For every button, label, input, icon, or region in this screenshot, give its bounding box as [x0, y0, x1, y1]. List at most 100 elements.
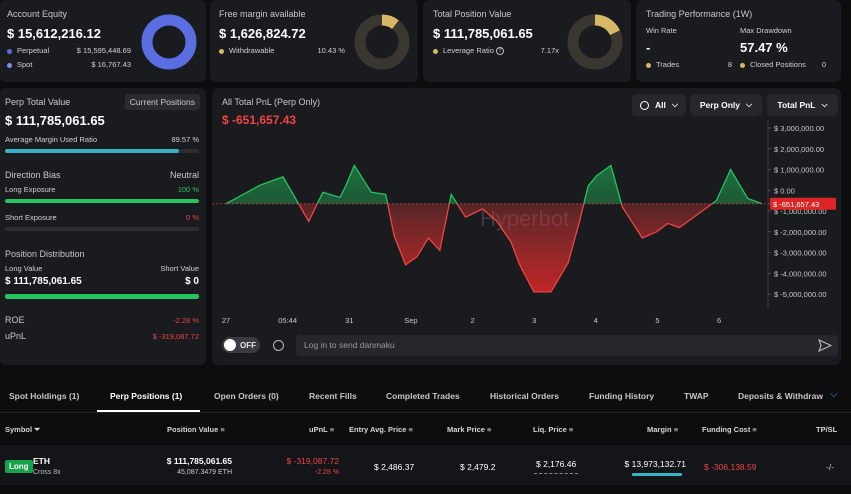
upnl-label: uPnL: [5, 331, 27, 341]
tab-historical-orders[interactable]: Historical Orders: [490, 391, 559, 401]
trades-label: Trades: [656, 60, 680, 69]
long-exposure-row: Long Exposure 100 %: [5, 185, 199, 194]
active-tab-underline: [97, 410, 200, 412]
toggle-knob: [224, 339, 236, 351]
y-tick-label: $ -3,000,000.00: [774, 249, 827, 258]
total-position-card: Total Position Value $ 111,785,061.65 Le…: [423, 0, 631, 82]
leverage-dot: [433, 48, 438, 54]
margin-bar: [632, 473, 682, 476]
y-tick-label: $ 3,000,000.00: [774, 124, 824, 133]
header-entry[interactable]: Entry Avg. Price ≡: [349, 425, 413, 434]
account-equity-label: Account Equity: [7, 9, 68, 19]
tab-completed-trades[interactable]: Completed Trades: [386, 391, 460, 401]
coin-name[interactable]: ETH: [33, 456, 50, 466]
short-value-label: Short Value: [160, 264, 199, 273]
x-tick-label: 31: [345, 316, 353, 325]
tab-perp-positions[interactable]: Perp Positions (1): [110, 391, 183, 401]
header-mark[interactable]: Mark Price ≡: [447, 425, 491, 434]
roe-row: ROE -2.28 %: [5, 315, 199, 325]
danmaku-input[interactable]: Log in to send danmaku: [296, 335, 838, 356]
filter-metric-dropdown[interactable]: Total PnL ⌵: [767, 94, 838, 116]
leverage-donut: [567, 14, 623, 70]
closed-value: 0: [821, 60, 826, 69]
x-tick-label: 3: [532, 316, 536, 325]
long-value-label: Long Value: [5, 264, 43, 273]
header-tpsl: TP/SL: [816, 425, 838, 434]
y-tick-label: $ 0.00: [774, 186, 795, 195]
danmaku-placeholder: Log in to send danmaku: [304, 340, 395, 350]
tab-open-orders[interactable]: Open Orders (0): [214, 391, 279, 401]
perpetual-row: Perpetual $ 15,595,448.69: [7, 46, 131, 55]
chevron-down-icon[interactable]: ⌵: [830, 389, 838, 400]
margin-ratio-bar: [5, 149, 199, 153]
chart-current-value: $ -651,657.43: [222, 113, 297, 127]
header-mark-label: Mark Price: [447, 425, 485, 434]
tab-deposits-withdrawals[interactable]: Deposits & Withdraw: [738, 391, 823, 401]
upnl-value: $ -319,087.72: [152, 331, 199, 341]
header-upnl[interactable]: uPnL ≡: [309, 425, 334, 434]
account-equity-value: $ 15,612,216.12: [7, 26, 101, 41]
filter-metric-label: Total PnL: [777, 100, 816, 110]
sort-icon: ≡: [487, 425, 492, 434]
performance-label: Trading Performance (1W): [646, 9, 753, 19]
pnl-line-positive: [225, 163, 763, 204]
info-icon[interactable]: ?: [495, 47, 504, 56]
leverage-value: 7.17x: [540, 46, 559, 55]
filter-icon[interactable]: ⏷: [34, 425, 41, 434]
upnl-percent: -2.28 %: [314, 469, 339, 476]
tab-funding-history[interactable]: Funding History: [589, 391, 655, 401]
distribution-bar: [5, 294, 199, 299]
header-funding[interactable]: Funding Cost ≡: [702, 425, 757, 434]
withdrawable-donut: [354, 14, 410, 70]
send-icon[interactable]: [818, 339, 832, 352]
roe-value: -2.28 %: [173, 315, 199, 325]
closed-row: Closed Positions 0: [740, 60, 826, 69]
bottom-tabs: [0, 379, 851, 413]
header-liq[interactable]: Liq. Price ≡: [533, 425, 573, 434]
header-symbol[interactable]: Symbol ⏷: [5, 425, 40, 435]
header-position-value[interactable]: Position Value ≡: [167, 425, 225, 434]
y-tick-label: $ -1,000,000.00: [774, 207, 827, 216]
perpetual-label: Perpetual: [17, 46, 50, 55]
withdrawable-label: Withdrawable: [229, 46, 275, 55]
leverage-label: Leverage Ratio: [443, 46, 494, 55]
y-tick-label: $ -5,000,000.00: [774, 290, 827, 299]
tab-recent-fills[interactable]: Recent Fills: [309, 391, 357, 401]
filter-perp-dropdown[interactable]: Perp Only ⌵: [690, 94, 762, 116]
total-position-label: Total Position Value: [433, 9, 512, 19]
liq-price: $ 2,176.46: [536, 459, 577, 469]
danmaku-toggle[interactable]: OFF: [222, 337, 260, 353]
position-value: $ 111,785,061.65: [166, 456, 232, 466]
trades-value: 8: [727, 60, 732, 69]
emoji-icon[interactable]: [273, 340, 284, 351]
closed-label: Closed Positions: [750, 60, 806, 69]
long-exposure-value: 100 %: [177, 185, 199, 194]
max-drawdown-label: Max Drawdown: [740, 26, 792, 35]
value-labels-row: Long Value Short Value: [5, 264, 199, 273]
tpsl-value: -/-: [826, 462, 835, 472]
perp-panel: Perp Total Value Current Positions $ 111…: [0, 88, 206, 365]
table-row[interactable]: [0, 445, 851, 485]
current-positions-button[interactable]: Current Positions: [124, 94, 200, 110]
sort-icon: ≡: [752, 425, 757, 434]
win-rate-label: Win Rate: [646, 26, 677, 35]
chevron-down-icon: ⌵: [671, 100, 678, 109]
sort-icon: ≡: [329, 425, 335, 434]
header-liq-label: Liq. Price: [533, 425, 567, 434]
perp-total-label: Perp Total Value: [5, 97, 71, 107]
short-exposure-value: 0 %: [186, 213, 199, 222]
short-value: $ 0: [185, 276, 199, 287]
leverage-row: Leverage Ratio ? 7.17x: [433, 46, 559, 56]
x-tick-label: 5: [655, 316, 659, 325]
header-margin[interactable]: Margin ≡: [647, 425, 678, 434]
y-tick-label: $ -2,000,000.00: [774, 228, 827, 237]
x-tick-label: 6: [717, 316, 721, 325]
equity-donut: [141, 14, 197, 70]
tab-twap[interactable]: TWAP: [684, 391, 709, 401]
filter-all-dropdown[interactable]: All ⌵: [632, 94, 686, 116]
long-exposure-label: Long Exposure: [5, 185, 56, 194]
tab-spot-holdings[interactable]: Spot Holdings (1): [9, 391, 80, 401]
sort-icon: ≡: [220, 425, 225, 434]
mark-price: $ 2,479.2: [460, 462, 496, 472]
entry-price: $ 2,486.37: [374, 462, 415, 472]
